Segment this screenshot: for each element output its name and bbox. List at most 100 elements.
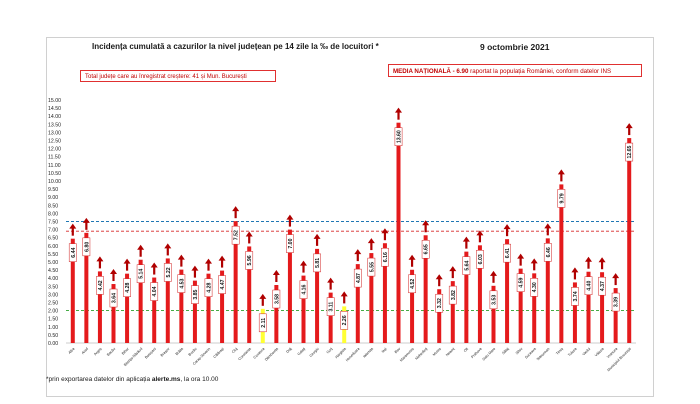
value-label: 5.22 <box>163 263 172 282</box>
national-average-box: MEDIA NAȚIONALĂ - 6.90 raportat la popul… <box>388 64 642 77</box>
value-label-text: 6.46 <box>546 247 552 257</box>
value-label: 6.16 <box>381 247 389 267</box>
bar-arge- <box>97 271 102 343</box>
y-tick-label: 9.50 <box>48 187 58 193</box>
value-label: 6.65 <box>421 240 430 259</box>
bar-bistri-a-n-s-ud <box>138 259 143 343</box>
bar-vrancea <box>613 288 618 343</box>
value-label-box <box>136 264 145 283</box>
trend-arrow-head <box>354 249 362 255</box>
value-label-box <box>557 189 566 208</box>
y-tick-label: 0.00 <box>48 341 58 347</box>
value-label: 4.53 <box>177 274 185 293</box>
x-tick-label: Mehedinți <box>414 347 428 361</box>
value-label-text: 5.64 <box>464 260 470 270</box>
chart-frame <box>46 37 654 397</box>
y-tick-label: 15.00 <box>48 98 61 104</box>
value-label-text: 12.65 <box>627 145 633 158</box>
bar-giurgiu <box>315 248 320 343</box>
y-tick-label: 3.00 <box>48 292 58 298</box>
value-label: 5.81 <box>313 253 321 273</box>
trend-arrow-head <box>612 273 620 279</box>
value-label-box <box>163 263 172 282</box>
trend-arrow-head <box>137 244 145 250</box>
bar-timi- <box>559 184 564 343</box>
x-tick-label: Ialomița <box>362 347 374 359</box>
bar-arad <box>84 232 89 343</box>
bar-cara-severin <box>206 273 211 343</box>
y-tick-label: 8.00 <box>48 211 58 217</box>
value-label-text: 3.85 <box>193 289 199 299</box>
trend-arrow-head <box>381 228 389 234</box>
trend-arrow-head <box>218 255 226 261</box>
bar-tulcea <box>572 282 577 343</box>
x-tick-label: Vaslui <box>582 347 592 357</box>
footnote-app: alerte.ms <box>151 376 181 383</box>
bar-olt <box>464 251 469 343</box>
x-tick-label: Dâmbovița <box>264 347 279 362</box>
y-tick-label: 12.50 <box>48 139 61 145</box>
value-label-text: 4.37 <box>600 281 606 291</box>
value-label: 4.42 <box>96 276 104 295</box>
bar-mehedin-i <box>423 235 428 343</box>
value-label-box <box>286 234 294 253</box>
x-tick-label: Botoșani <box>144 347 157 360</box>
value-label-box <box>231 225 240 245</box>
x-tick-label: Timiș <box>555 347 564 356</box>
y-tick-label: 6.50 <box>48 236 58 242</box>
x-tick-label: Iași <box>381 347 388 354</box>
value-label-text: 4.53 <box>179 278 185 288</box>
value-label-box <box>503 243 511 263</box>
bar-maramure- <box>410 269 415 343</box>
y-tick-label: 2.50 <box>48 301 58 307</box>
value-label-box <box>584 276 593 295</box>
footnote-suffix: , la ora 10.00 <box>180 376 219 383</box>
value-label: 6.41 <box>503 243 511 263</box>
x-tick-label: Olt <box>463 347 469 353</box>
bar-mure- <box>437 289 442 343</box>
value-label-box <box>245 251 254 270</box>
value-label-text: 4.40 <box>587 281 593 291</box>
trend-arrow-head <box>395 107 402 113</box>
value-label-box <box>218 275 226 294</box>
x-tick-label: Neamț <box>445 347 455 357</box>
value-label: 4.30 <box>530 278 538 297</box>
x-tick-label: Harghita <box>334 347 346 359</box>
value-label: 2.26 <box>340 311 348 330</box>
y-tick-label: 14.00 <box>48 114 61 120</box>
trend-arrow-head <box>449 266 457 272</box>
value-label-box <box>381 247 389 267</box>
bar-bra-ov <box>165 258 170 343</box>
value-label-text: 3.58 <box>274 294 280 304</box>
bar-ilfov <box>396 122 401 344</box>
value-label: 6.46 <box>543 243 552 262</box>
value-label-text: 5.96 <box>247 255 253 265</box>
value-label: 4.87 <box>353 268 362 288</box>
y-tick-label: 0.50 <box>48 333 58 339</box>
value-label-box <box>299 280 308 299</box>
value-label: 3.74 <box>571 287 579 306</box>
value-label-box <box>408 274 416 294</box>
bar-dolj <box>287 229 292 343</box>
value-label: 4.59 <box>516 273 525 292</box>
y-tick-label: 7.50 <box>48 220 58 226</box>
value-label-box <box>462 256 471 275</box>
value-label-text: 5.14 <box>139 269 145 279</box>
value-label: 4.52 <box>408 274 416 294</box>
trend-arrow-head <box>110 269 117 275</box>
trend-arrow-head <box>205 258 212 264</box>
trend-arrow-head <box>123 258 131 264</box>
bar-teleorman <box>545 238 550 343</box>
x-tick-label: Călărași <box>213 347 225 359</box>
value-label-text: 3.11 <box>329 302 335 312</box>
value-label: 3.82 <box>448 285 457 305</box>
value-label-text: 3.64 <box>112 293 118 303</box>
x-tick-label: Bacău <box>106 347 116 357</box>
trend-arrow-head <box>286 214 294 220</box>
value-label: 4.16 <box>299 280 308 299</box>
national-average-note: raportat la populația României, conform … <box>468 68 612 75</box>
value-label: 9.79 <box>557 189 566 208</box>
bar-v-lcea <box>600 272 605 343</box>
x-tick-label: Sălaj <box>501 347 510 356</box>
